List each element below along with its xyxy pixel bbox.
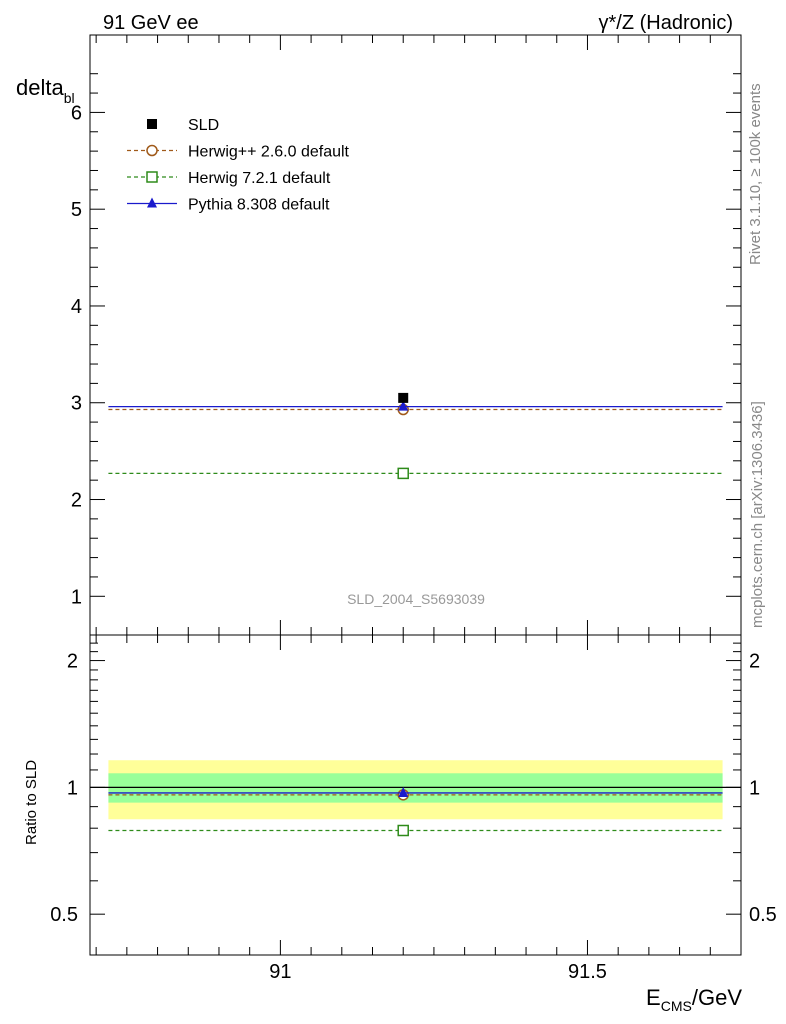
watermark: SLD_2004_S5693039	[347, 591, 485, 607]
xtick-label: 91	[269, 961, 291, 983]
xlabel: ECMS/GeV	[646, 985, 742, 1014]
legend-marker	[147, 197, 157, 208]
herwig7-point	[397, 467, 409, 480]
header-left: 91 GeV ee	[103, 12, 199, 34]
legend-marker	[147, 119, 157, 129]
sld-point	[398, 392, 409, 403]
ratio-panel-ticks: 0.5 0.5 1 1 2 2 91 91.5	[50, 634, 777, 983]
legend-item-herwig7: Herwig 7.2.1 default	[127, 170, 331, 187]
rivet-label: Rivet 3.1.10, ≥ 100k events	[747, 83, 764, 265]
herwig7-ratio-point	[397, 824, 409, 837]
ratio-ytick-label-left: 0.5	[50, 904, 78, 926]
legend-marker	[146, 171, 158, 183]
ratio-ytick-label-left: 2	[67, 651, 78, 673]
legend-item-sld: SLD	[147, 117, 219, 134]
legend-label: Herwig++ 2.6.0 default	[188, 144, 350, 161]
source-label: mcplots.cern.ch [arXiv:1306.3436]	[749, 401, 766, 628]
header-right: γ*/Z (Hadronic)	[599, 12, 733, 34]
legend-item-herwigpp: Herwig++ 2.6.0 default	[127, 144, 350, 161]
main-ytick-label: 3	[71, 393, 82, 415]
legend-label: Pythia 8.308 default	[188, 197, 330, 214]
main-panel-ticks: 1 2 3 4 5 6	[71, 35, 742, 635]
legend-item-pythia: Pythia 8.308 default	[127, 197, 330, 214]
main-ytick-label: 1	[71, 586, 82, 608]
main-ytick-label: 2	[71, 490, 82, 512]
ratio-ytick-label-right: 2	[749, 651, 760, 673]
ratio-panel-marks	[90, 786, 741, 837]
legend-marker	[146, 144, 158, 157]
main-ylabel: deltabl	[16, 75, 75, 106]
legend: SLD Herwig++ 2.6.0 default Herwig 7.2.1 de…	[127, 117, 350, 214]
main-ytick-label: 4	[71, 296, 82, 318]
legend-label: Herwig 7.2.1 default	[188, 170, 331, 187]
ratio-panel-bands	[108, 760, 723, 820]
xtick-label: 91.5	[568, 961, 607, 983]
main-ytick-label: 6	[71, 102, 82, 124]
legend-label: SLD	[188, 117, 219, 134]
ratio-ytick-label-left: 1	[67, 777, 78, 799]
pythia-ratio-point	[398, 786, 409, 797]
ratio-ylabel: Ratio to SLD	[23, 760, 40, 845]
pythia-point	[398, 400, 409, 411]
ratio-ytick-label-right: 0.5	[749, 904, 777, 926]
ratio-panel-frame	[89, 634, 742, 956]
main-panel-marks	[108, 392, 723, 480]
ratio-ytick-label-right: 1	[749, 777, 760, 799]
main-ytick-label: 5	[71, 199, 82, 221]
